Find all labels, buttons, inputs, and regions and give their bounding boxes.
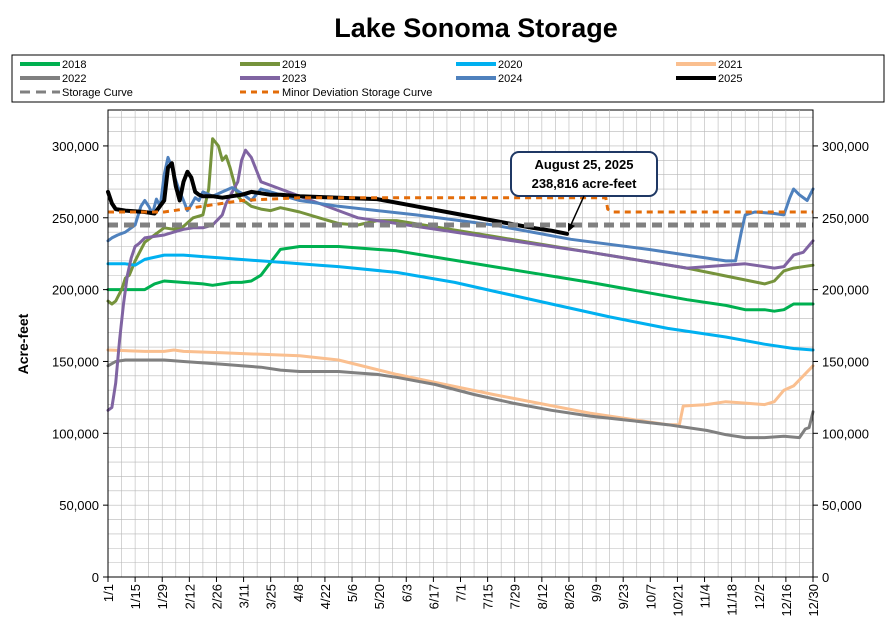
y-axis-label: Acre-feet [15, 313, 31, 374]
legend-label: 2022 [62, 73, 86, 85]
series-line-minor-deviation-storage-curve [108, 196, 813, 214]
series-line-2023 [106, 148, 815, 412]
x-tick-label: 10/21 [670, 584, 685, 617]
legend-label: Minor Deviation Storage Curve [282, 87, 432, 99]
legend-label: 2025 [718, 73, 742, 85]
x-tick-label: 6/3 [399, 584, 414, 602]
legend-label: 2021 [718, 59, 742, 71]
x-tick-label: 1/15 [128, 584, 143, 609]
x-tick-label: 11/4 [698, 584, 713, 608]
y-tick-label-left: 200,000 [52, 283, 99, 298]
x-tick-label: 3/25 [264, 584, 279, 609]
y-tick-label-left: 50,000 [59, 498, 99, 513]
x-tick-label: 1/29 [155, 584, 170, 609]
callout-date: August 25, 2025 [535, 157, 634, 172]
y-tick-label-left: 0 [92, 570, 99, 585]
series-line-2018 [106, 245, 815, 313]
x-tick-label: 4/8 [291, 584, 306, 602]
callout-value: 238,816 acre-feet [532, 176, 637, 191]
x-tick-label: 12/2 [752, 584, 767, 609]
y-tick-label-left: 300,000 [52, 139, 99, 154]
x-tick-label: 7/15 [481, 584, 496, 609]
y-tick-label-left: 250,000 [52, 211, 99, 226]
legend-label: Storage Curve [62, 87, 133, 99]
legend-label: 2023 [282, 73, 306, 85]
x-tick-label: 5/20 [372, 584, 387, 609]
y-tick-label-right: 200,000 [822, 283, 869, 298]
callout-arrowhead [568, 222, 576, 232]
x-tick-label: 2/12 [182, 584, 197, 609]
series-line-2021 [106, 348, 815, 427]
y-tick-label-left: 100,000 [52, 426, 99, 441]
y-tick-label-right: 100,000 [822, 426, 869, 441]
legend-box [11, 54, 885, 103]
series-lines [106, 137, 815, 440]
x-tick-label: 7/1 [454, 584, 469, 602]
y-tick-label-right: 300,000 [822, 139, 869, 154]
x-tick-label: 11/18 [725, 584, 740, 616]
x-tick-label: 8/26 [562, 584, 577, 609]
callout: August 25, 2025 238,816 acre-feet [510, 151, 658, 232]
series-line-2022 [106, 358, 815, 440]
x-tick-label: 7/29 [508, 584, 523, 609]
y-tick-label-right: 0 [822, 570, 829, 585]
legend: 2018 2019 2020 2021 2022 2023 2024 2025 Storage … [20, 59, 742, 99]
y-tick-label-right: 50,000 [822, 498, 862, 513]
x-tick-label: 10/7 [643, 584, 658, 609]
y-tick-label-right: 150,000 [822, 354, 869, 369]
axes: 0 0 50,000 50,000 100,000 100,000 150,000 150,0… [52, 110, 869, 617]
x-tick-label: 9/9 [589, 584, 604, 602]
x-tick-label: 1/1 [101, 584, 116, 602]
series-line-2020 [106, 253, 815, 352]
y-tick-label-right: 250,000 [822, 211, 869, 226]
x-tick-label: 12/30 [806, 584, 821, 617]
chart-title: Lake Sonoma Storage [334, 13, 618, 43]
x-tick-label: 8/12 [535, 584, 550, 609]
x-tick-label: 5/6 [345, 584, 360, 602]
x-tick-label: 12/16 [779, 584, 794, 617]
y-tick-label-left: 150,000 [52, 354, 99, 369]
x-tick-label: 3/11 [237, 584, 252, 608]
legend-label: 2019 [282, 59, 306, 71]
legend-label: 2020 [498, 59, 522, 71]
callout-arrow [569, 195, 585, 228]
x-tick-label: 9/23 [616, 584, 631, 609]
legend-label: 2024 [498, 73, 522, 85]
x-tick-label: 2/26 [210, 584, 225, 609]
series-line-2025 [106, 161, 569, 236]
legend-label: 2018 [62, 59, 86, 71]
x-tick-label: 6/17 [426, 584, 441, 609]
x-tick-label: 4/22 [318, 584, 333, 609]
